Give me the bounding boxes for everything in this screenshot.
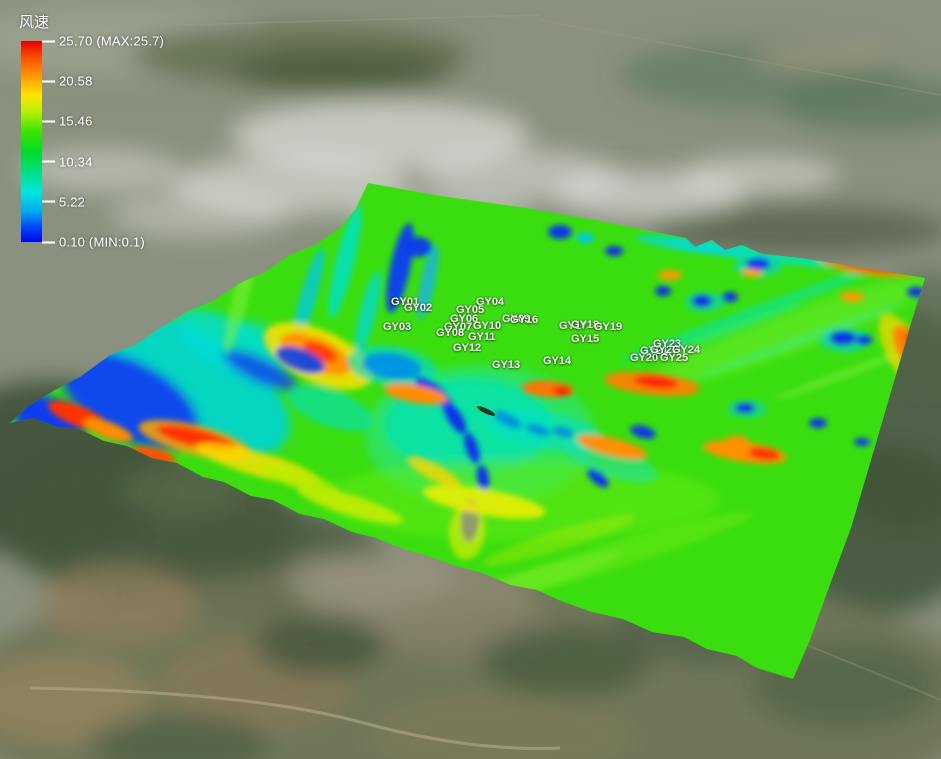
tick-dash bbox=[42, 241, 55, 243]
legend-tick: 5.22 bbox=[42, 194, 85, 209]
legend-title: 风速 bbox=[19, 14, 50, 31]
legend-tick: 0.10 (MIN:0.1) bbox=[42, 235, 145, 250]
station-label-gy16[interactable]: GY16 bbox=[510, 314, 539, 326]
tick-dash bbox=[42, 40, 55, 42]
station-label-gy23[interactable]: GY23 bbox=[653, 338, 682, 350]
tick-label: 15.46 bbox=[59, 113, 93, 129]
terrain-crack bbox=[476, 406, 496, 416]
legend-tick: 10.34 bbox=[42, 154, 93, 169]
legend-body: 25.70 (MAX:25.7) 20.58 15.46 10.34 5.22 0.10 … bbox=[19, 34, 164, 250]
station-label-gy18[interactable]: GY18 bbox=[571, 319, 600, 331]
station-label-gy22[interactable]: GY22 bbox=[650, 344, 679, 356]
station-label-gy17[interactable]: GY17 bbox=[559, 320, 588, 332]
legend-colorbar bbox=[21, 41, 42, 242]
tick-dash bbox=[42, 120, 55, 123]
station-label-gy03[interactable]: GY03 bbox=[383, 321, 412, 333]
station-label-gy09[interactable]: GY09 bbox=[502, 313, 531, 325]
legend-tick: 15.46 bbox=[42, 114, 93, 129]
tick-label: 10.34 bbox=[59, 154, 93, 170]
wind-speed-legend: 风速 25.70 (MAX:25.7) 20.58 15.46 10.34 5.22 0.… bbox=[19, 11, 164, 250]
station-label-gy12[interactable]: GY12 bbox=[453, 342, 482, 354]
tick-label: 25.70 (MAX:25.7) bbox=[59, 33, 165, 49]
station-label-gy15[interactable]: GY15 bbox=[571, 333, 600, 345]
station-label-gy02[interactable]: GY02 bbox=[404, 302, 433, 314]
legend-tick: 25.70 (MAX:25.7) bbox=[42, 34, 164, 49]
station-label-gy08[interactable]: GY08 bbox=[436, 327, 465, 339]
station-label-gy10[interactable]: GY10 bbox=[473, 320, 502, 332]
tick-label: 20.58 bbox=[59, 73, 93, 89]
station-label-gy05[interactable]: GY05 bbox=[456, 304, 485, 316]
legend-ticks: 25.70 (MAX:25.7) 20.58 15.46 10.34 5.22 0.10 … bbox=[42, 34, 242, 250]
station-label-gy25[interactable]: GY25 bbox=[660, 352, 689, 364]
tick-label: 5.22 bbox=[59, 194, 86, 210]
station-label-gy14[interactable]: GY14 bbox=[543, 355, 572, 367]
station-label-gy11[interactable]: GY11 bbox=[468, 331, 496, 343]
station-label-gy19[interactable]: GY19 bbox=[594, 321, 623, 333]
legend-tick: 20.58 bbox=[42, 74, 93, 89]
tick-dash bbox=[42, 200, 55, 203]
tick-dash bbox=[42, 160, 55, 163]
station-label-gy21[interactable]: GY21 bbox=[640, 345, 669, 357]
station-label-gy01[interactable]: GY01 bbox=[391, 296, 420, 308]
tick-dash bbox=[42, 80, 55, 83]
station-label-gy04[interactable]: GY04 bbox=[476, 296, 505, 308]
station-label-gy24[interactable]: GY24 bbox=[672, 344, 701, 356]
tick-label: 0.10 (MIN:0.1) bbox=[59, 234, 145, 250]
station-label-gy13[interactable]: GY13 bbox=[492, 359, 521, 371]
station-label-gy07[interactable]: GY07 bbox=[444, 321, 473, 333]
station-label-gy20[interactable]: GY20 bbox=[630, 352, 659, 364]
station-label-gy06[interactable]: GY06 bbox=[450, 313, 479, 325]
